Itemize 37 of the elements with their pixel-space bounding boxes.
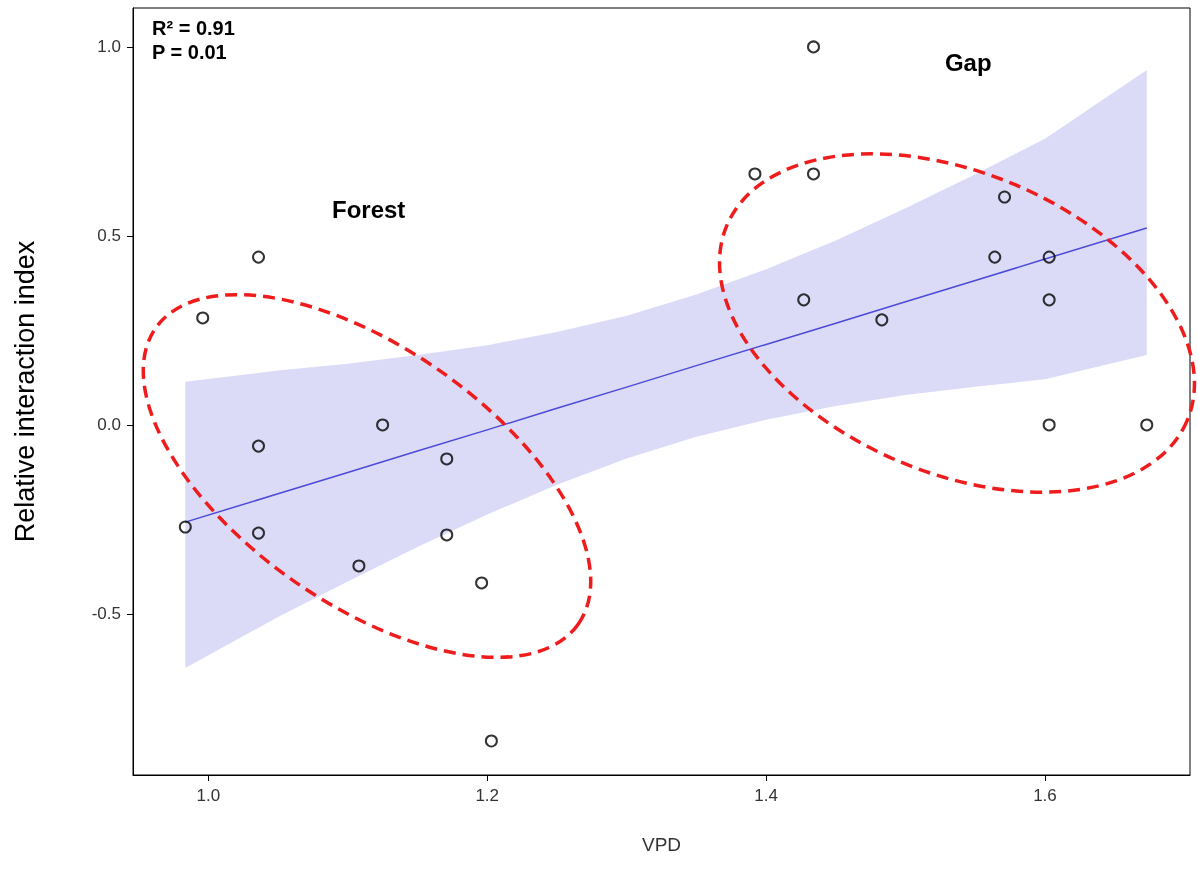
y-tick-label: 0.5 bbox=[97, 226, 121, 246]
point bbox=[748, 167, 762, 181]
point bbox=[1042, 418, 1056, 432]
annotation: Gap bbox=[944, 48, 992, 76]
point bbox=[440, 528, 454, 542]
point bbox=[875, 313, 889, 327]
point bbox=[484, 734, 498, 748]
x-tick-label: 1.4 bbox=[754, 786, 778, 805]
point bbox=[998, 190, 1012, 204]
x-tick-label: 1.6 bbox=[1033, 786, 1057, 805]
point bbox=[178, 520, 192, 534]
y-tick-label: -0.5 bbox=[91, 604, 121, 624]
x-tick-label: 1.2 bbox=[475, 786, 500, 805]
point bbox=[252, 250, 265, 264]
point bbox=[252, 439, 265, 453]
point bbox=[807, 40, 820, 54]
point bbox=[797, 293, 811, 307]
y-axis-title: Relative interaction index bbox=[9, 240, 40, 543]
point bbox=[1042, 250, 1056, 264]
point bbox=[196, 311, 210, 325]
point bbox=[475, 576, 489, 590]
x-axis-title: VPD bbox=[641, 834, 682, 855]
y-tick-label: 1.0 bbox=[97, 37, 121, 57]
annotation: R² = 0.91 bbox=[152, 17, 235, 39]
point bbox=[807, 167, 820, 181]
point bbox=[376, 418, 390, 432]
point bbox=[352, 559, 366, 573]
point bbox=[440, 452, 454, 466]
x-tick-label: 1.0 bbox=[196, 786, 221, 805]
annotation: P = 0.01 bbox=[152, 41, 227, 63]
point bbox=[1042, 293, 1056, 307]
y-tick-label: 0.0 bbox=[97, 415, 121, 435]
point bbox=[1140, 418, 1154, 432]
point bbox=[988, 250, 1002, 264]
line-series bbox=[184, 227, 1148, 523]
annotation: Forest bbox=[331, 195, 406, 223]
point bbox=[252, 526, 265, 540]
